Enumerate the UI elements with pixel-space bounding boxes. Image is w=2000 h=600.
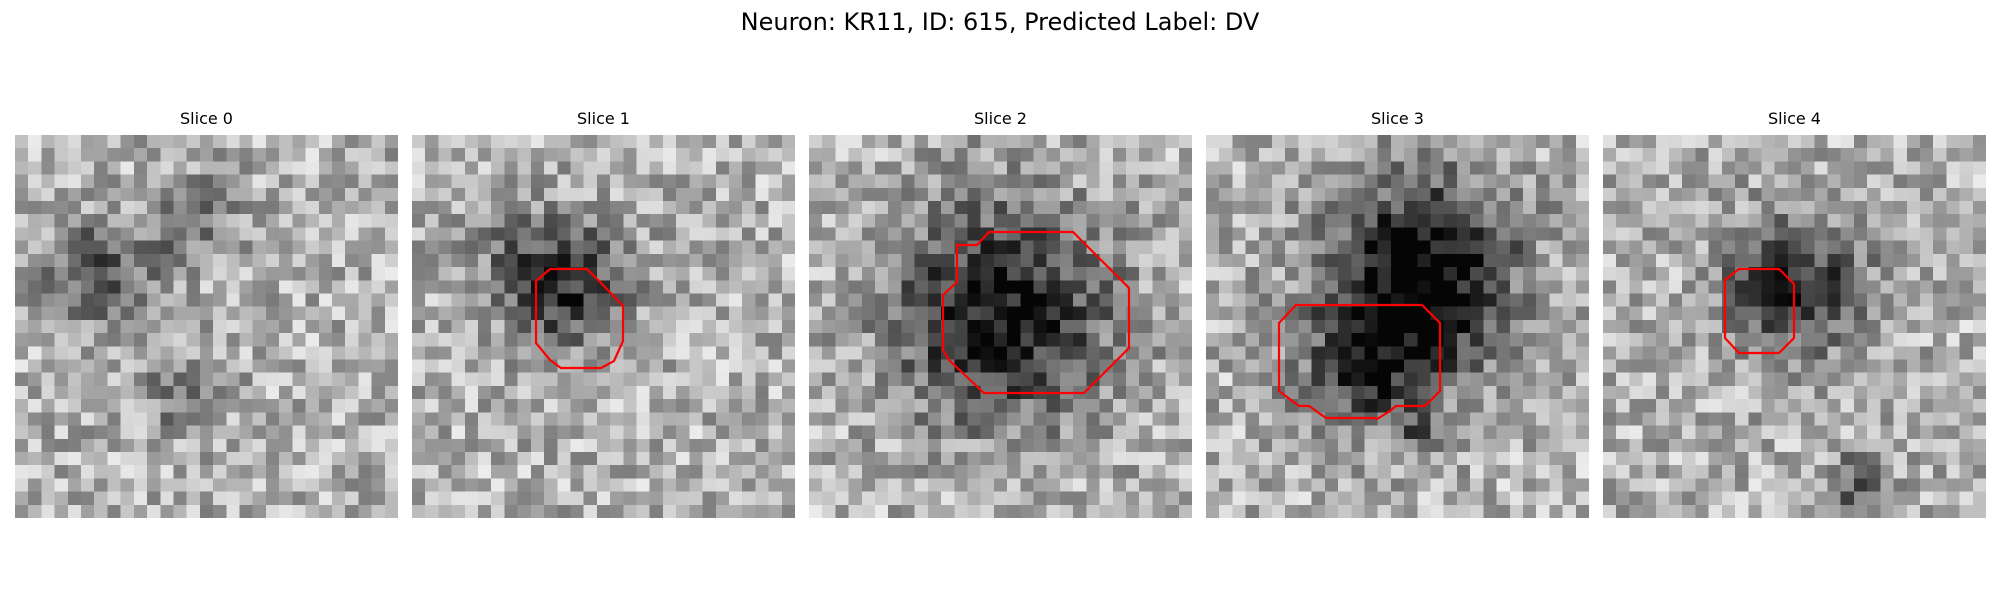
roi-overlay: [534, 267, 625, 370]
roi-overlay: [941, 230, 1131, 395]
grayscale-slice-image: [412, 135, 795, 518]
figure-title: Neuron: KR11, ID: 615, Predicted Label: …: [740, 8, 1260, 36]
roi-contour: [1723, 267, 1796, 355]
roi-contour: [1277, 303, 1442, 421]
grayscale-slice-image: [15, 135, 398, 518]
roi-overlay: [1723, 267, 1796, 355]
panel-title-slice-1: Slice 1: [577, 109, 630, 128]
panel-title-slice-3: Slice 3: [1371, 109, 1424, 128]
roi-contour: [534, 267, 625, 370]
panel-title-slice-2: Slice 2: [974, 109, 1027, 128]
image-panel-slice-3: [1206, 135, 1589, 518]
image-panel-slice-0: [15, 135, 398, 518]
grayscale-slice-image: [1206, 135, 1589, 518]
image-panel-slice-4: [1603, 135, 1986, 518]
panel-title-slice-4: Slice 4: [1768, 109, 1821, 128]
image-panel-slice-1: [412, 135, 795, 518]
roi-contour: [941, 230, 1131, 395]
roi-overlay: [1277, 303, 1442, 421]
panel-title-slice-0: Slice 0: [180, 109, 233, 128]
image-panel-slice-2: [809, 135, 1192, 518]
